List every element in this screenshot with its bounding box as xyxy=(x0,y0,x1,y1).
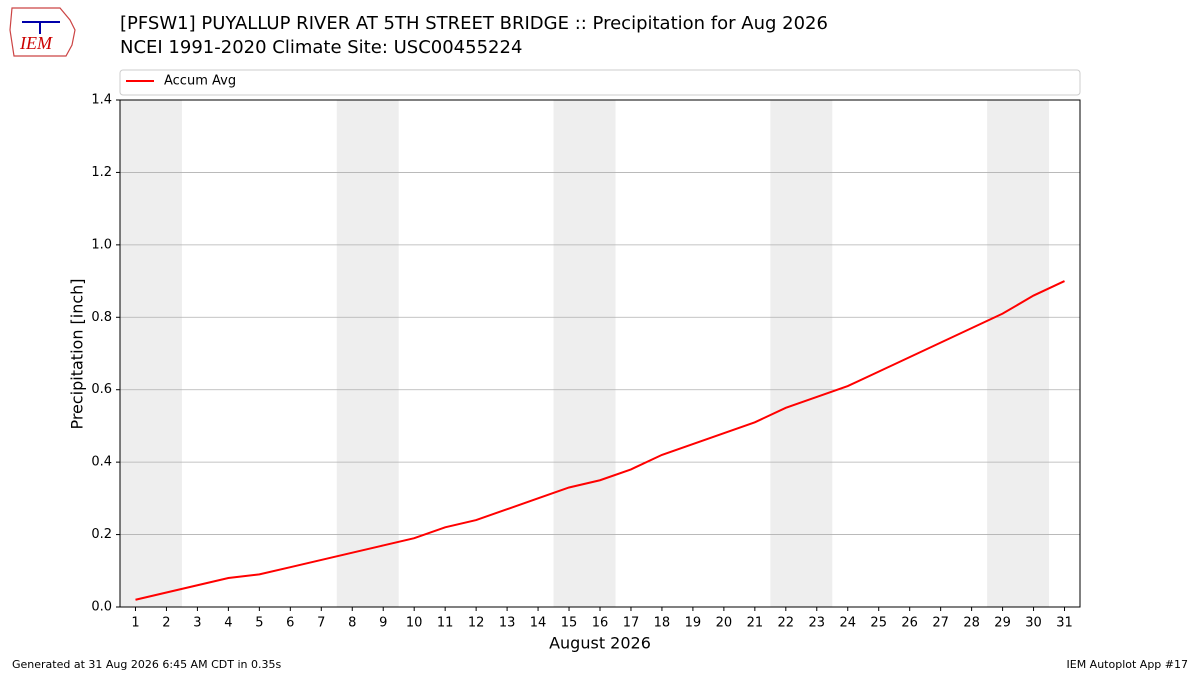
y-tick-label: 0.6 xyxy=(91,382,112,397)
x-tick-label: 14 xyxy=(530,616,547,631)
y-tick-label: 1.2 xyxy=(91,165,112,180)
y-axis-label: Precipitation [inch] xyxy=(68,278,87,429)
x-tick-label: 2 xyxy=(162,616,170,631)
chart-title: [PFSW1] PUYALLUP RIVER AT 5TH STREET BRI… xyxy=(120,13,828,34)
x-tick-label: 7 xyxy=(317,616,325,631)
line-series xyxy=(135,280,1065,601)
x-tick-label: 5 xyxy=(255,616,263,631)
chart-subtitle: NCEI 1991-2020 Climate Site: USC00455224 xyxy=(120,37,522,58)
shaded-span xyxy=(987,100,1050,607)
y-tick-label: 1.0 xyxy=(91,237,112,252)
x-tick-label: 23 xyxy=(809,616,826,631)
x-tick-label: 6 xyxy=(286,616,294,631)
x-tick-label: 27 xyxy=(932,616,949,631)
x-tick-label: 30 xyxy=(1025,616,1042,631)
legend-box xyxy=(119,69,1081,96)
shaded-span xyxy=(770,100,833,607)
y-tick-label: 0.4 xyxy=(91,455,112,470)
y-tick-label: 0.8 xyxy=(91,310,112,325)
logo-text: IEM xyxy=(19,33,53,53)
footer-left: Generated at 31 Aug 2026 6:45 AM CDT in … xyxy=(12,658,281,671)
y-tick-label: 0.0 xyxy=(91,600,112,615)
x-tick-label: 1 xyxy=(131,616,139,631)
x-tick-label: 11 xyxy=(437,616,454,631)
shaded-span xyxy=(336,100,399,607)
x-tick-label: 15 xyxy=(561,616,578,631)
x-tick-label: 12 xyxy=(468,616,485,631)
x-tick-label: 29 xyxy=(994,616,1011,631)
shaded-span xyxy=(553,100,616,607)
x-tick-label: 9 xyxy=(379,616,387,631)
x-tick-label: 3 xyxy=(193,616,201,631)
plot-frame xyxy=(119,99,1081,608)
x-tick-label: 28 xyxy=(963,616,980,631)
x-tick-label: 19 xyxy=(685,616,702,631)
x-tick-label: 31 xyxy=(1056,616,1073,631)
x-tick-label: 8 xyxy=(348,616,356,631)
logo: IEM xyxy=(9,7,76,57)
x-tick-label: 13 xyxy=(499,616,516,631)
x-tick-label: 26 xyxy=(901,616,918,631)
y-tick-label: 0.2 xyxy=(91,527,112,542)
x-tick-label: 24 xyxy=(839,616,856,631)
shaded-span xyxy=(120,100,182,607)
x-tick-label: 10 xyxy=(406,616,423,631)
footer-right: IEM Autoplot App #17 xyxy=(1067,658,1189,671)
x-tick-label: 17 xyxy=(623,616,640,631)
x-tick-label: 4 xyxy=(224,616,232,631)
y-tick-label: 1.4 xyxy=(91,93,112,108)
x-tick-label: 21 xyxy=(747,616,764,631)
x-tick-label: 20 xyxy=(716,616,733,631)
x-tick-label: 16 xyxy=(592,616,609,631)
x-tick-label: 25 xyxy=(870,616,887,631)
x-tick-label: 18 xyxy=(654,616,671,631)
x-axis-label: August 2026 xyxy=(549,634,651,653)
legend-label: Accum Avg xyxy=(164,74,236,89)
x-tick-label: 22 xyxy=(778,616,795,631)
